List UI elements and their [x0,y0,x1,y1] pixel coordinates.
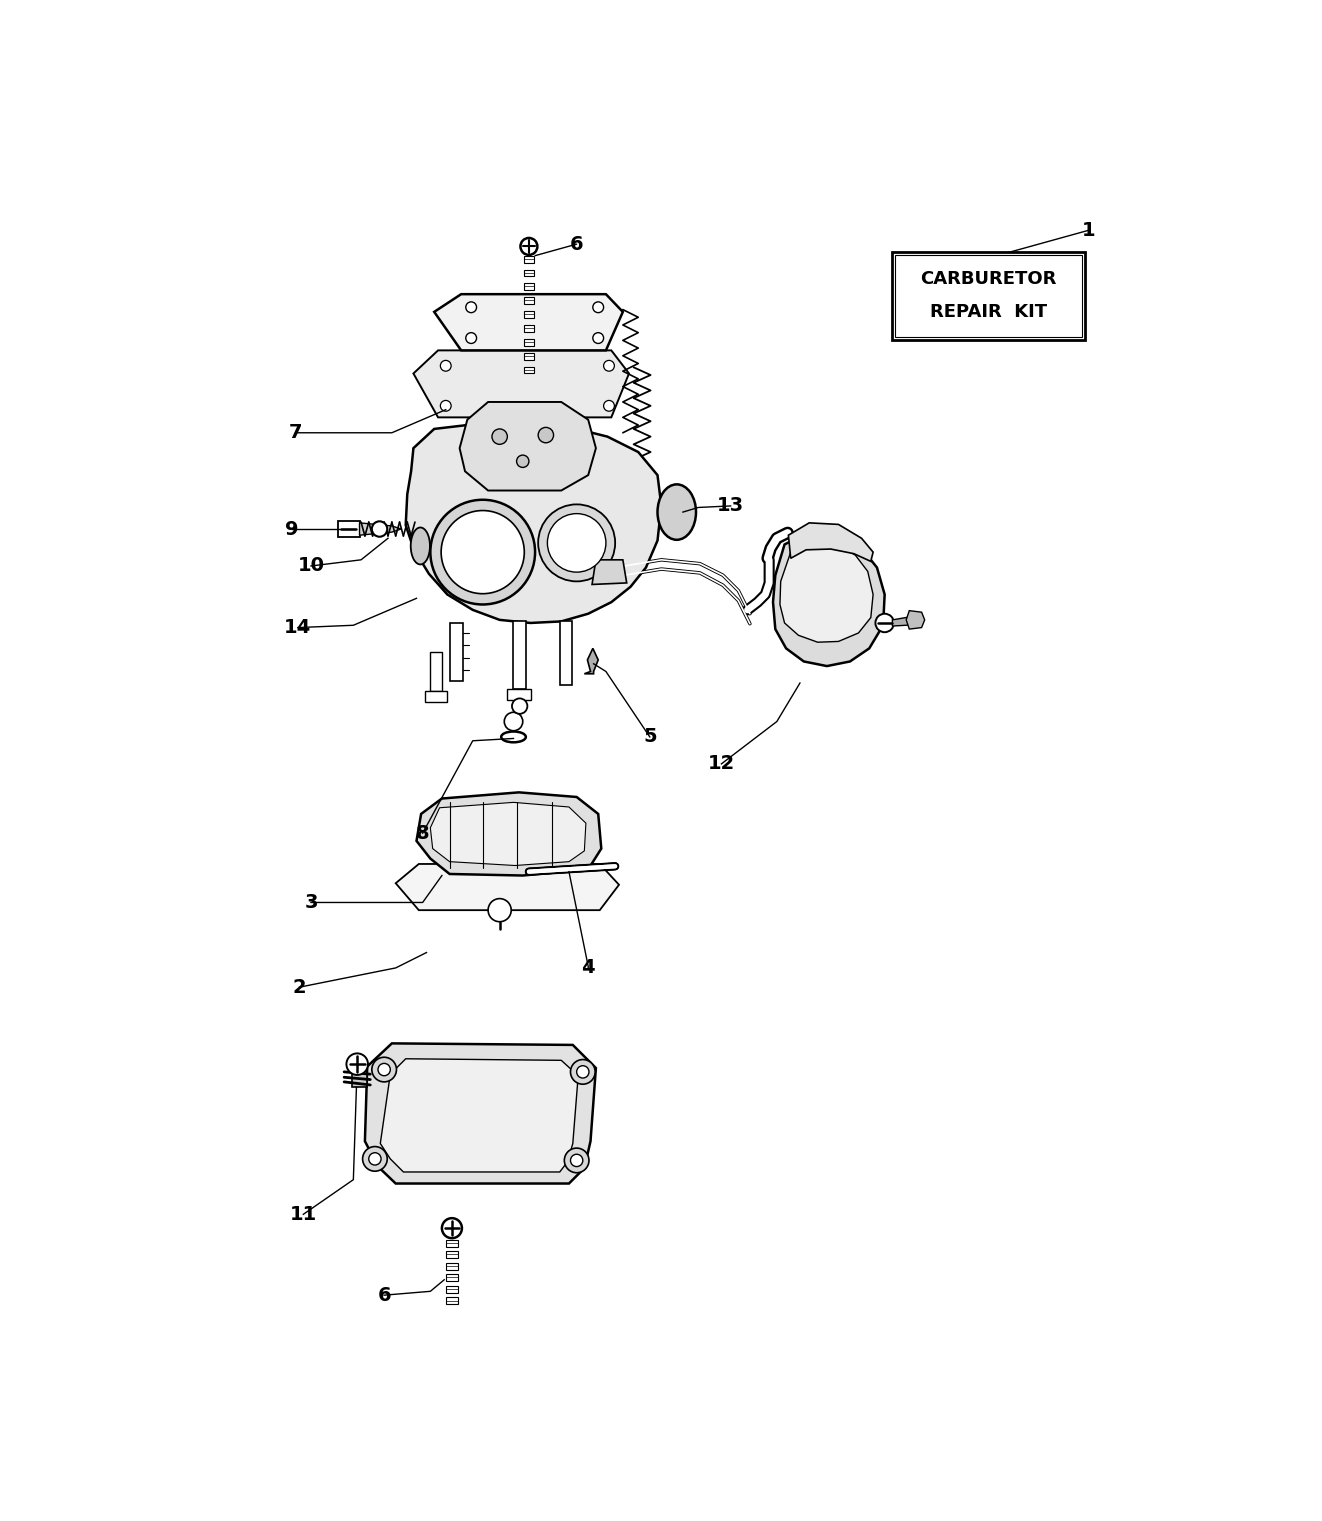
Circle shape [378,1063,390,1075]
Polygon shape [508,689,531,700]
Text: 6: 6 [570,234,583,254]
Text: 6: 6 [377,1285,391,1305]
Ellipse shape [411,528,430,564]
Polygon shape [524,297,534,304]
Circle shape [538,505,615,581]
Text: REPAIR  KIT: REPAIR KIT [931,303,1047,321]
Polygon shape [780,543,873,642]
Polygon shape [449,624,463,681]
Circle shape [564,1148,590,1173]
Circle shape [440,400,451,411]
Polygon shape [773,532,884,666]
Text: 11: 11 [290,1205,317,1224]
Circle shape [431,500,535,604]
Ellipse shape [657,484,695,540]
Circle shape [504,712,522,730]
Text: 2: 2 [292,978,307,996]
Circle shape [538,427,554,443]
Text: 10: 10 [297,557,324,575]
Circle shape [875,613,894,633]
Circle shape [604,360,615,371]
Polygon shape [460,402,596,490]
Polygon shape [446,1297,459,1305]
Polygon shape [513,622,526,689]
Polygon shape [584,648,599,674]
Circle shape [492,429,508,444]
Circle shape [521,237,537,256]
Circle shape [592,301,604,313]
Polygon shape [338,522,360,537]
Bar [892,252,1085,341]
Circle shape [346,1054,368,1075]
Polygon shape [559,622,572,684]
Polygon shape [524,367,534,374]
Polygon shape [395,864,619,910]
Text: 7: 7 [288,423,303,443]
Polygon shape [406,421,661,624]
Text: 12: 12 [707,754,735,773]
Polygon shape [446,1275,459,1281]
Text: 4: 4 [582,958,595,978]
Circle shape [571,1154,583,1167]
Circle shape [442,1218,461,1238]
Text: CARBURETOR: CARBURETOR [920,269,1056,287]
Text: 14: 14 [284,618,312,637]
Ellipse shape [501,732,526,742]
Polygon shape [892,616,923,627]
Text: 5: 5 [642,727,657,747]
Polygon shape [365,1043,596,1183]
Polygon shape [524,353,534,359]
Polygon shape [431,653,442,691]
Circle shape [604,400,615,411]
Polygon shape [446,1285,459,1293]
Polygon shape [414,350,629,417]
Circle shape [362,1147,387,1171]
Circle shape [440,360,451,371]
Polygon shape [431,803,586,865]
Text: 9: 9 [286,520,299,538]
Circle shape [442,511,525,593]
Circle shape [371,1057,397,1081]
Polygon shape [524,256,534,263]
Circle shape [465,301,476,313]
Circle shape [547,514,605,572]
Polygon shape [434,294,623,350]
Circle shape [576,1066,590,1078]
Bar [895,256,1081,338]
Polygon shape [424,691,447,701]
Polygon shape [524,312,534,318]
Text: 8: 8 [416,824,430,843]
Text: 1: 1 [1081,221,1096,240]
Polygon shape [360,523,401,535]
Polygon shape [446,1262,459,1270]
Text: 13: 13 [717,496,744,516]
Circle shape [517,455,529,467]
Circle shape [592,333,604,344]
Circle shape [571,1060,595,1084]
Circle shape [488,899,512,922]
Polygon shape [381,1059,578,1173]
Polygon shape [416,792,602,876]
Polygon shape [524,283,534,291]
Circle shape [371,522,387,537]
Polygon shape [788,523,873,561]
Text: 3: 3 [304,893,317,913]
Circle shape [369,1153,381,1165]
Circle shape [465,333,476,344]
Polygon shape [446,1252,459,1258]
Polygon shape [446,1240,459,1247]
Polygon shape [906,610,924,630]
Polygon shape [352,1074,368,1088]
Polygon shape [524,339,534,345]
Circle shape [512,698,527,713]
Polygon shape [524,325,534,332]
Polygon shape [592,560,627,584]
Polygon shape [524,269,534,277]
